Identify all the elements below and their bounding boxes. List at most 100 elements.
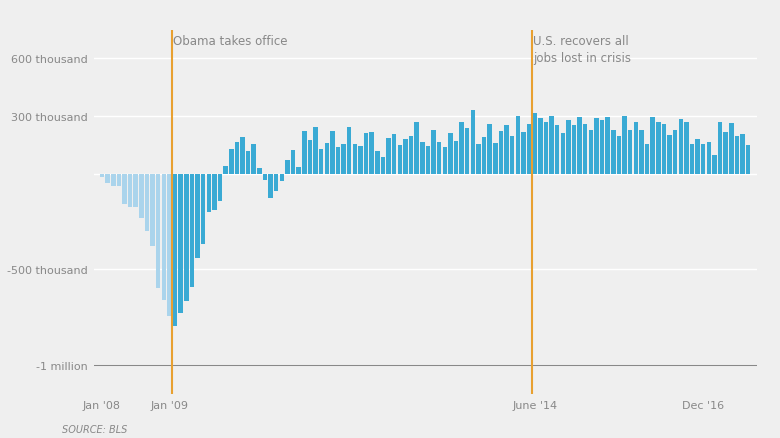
- Bar: [448, 133, 452, 174]
- Bar: [111, 174, 115, 187]
- Bar: [482, 138, 487, 174]
- Bar: [639, 131, 643, 174]
- Bar: [392, 135, 396, 174]
- Bar: [493, 144, 498, 174]
- Bar: [319, 150, 324, 174]
- Bar: [526, 125, 531, 174]
- Bar: [353, 145, 357, 174]
- Bar: [488, 124, 492, 174]
- Bar: [285, 160, 289, 174]
- Text: Obama takes office: Obama takes office: [173, 35, 288, 47]
- Bar: [335, 147, 340, 174]
- Bar: [190, 174, 194, 287]
- Bar: [279, 174, 284, 182]
- Bar: [740, 134, 745, 174]
- Bar: [718, 122, 722, 174]
- Bar: [156, 174, 161, 288]
- Bar: [661, 124, 666, 174]
- Bar: [729, 124, 733, 174]
- Bar: [498, 132, 503, 174]
- Bar: [139, 174, 144, 219]
- Bar: [628, 131, 633, 174]
- Bar: [414, 122, 419, 174]
- Bar: [173, 174, 177, 326]
- Bar: [420, 143, 424, 174]
- Bar: [257, 169, 261, 174]
- Bar: [679, 120, 683, 174]
- Bar: [314, 127, 317, 174]
- Bar: [561, 134, 565, 174]
- Bar: [566, 120, 571, 174]
- Bar: [667, 136, 672, 174]
- Bar: [330, 132, 335, 174]
- Bar: [263, 174, 268, 181]
- Bar: [437, 143, 441, 174]
- Bar: [195, 174, 200, 258]
- Bar: [167, 174, 172, 316]
- Bar: [459, 123, 464, 174]
- Bar: [651, 118, 655, 174]
- Bar: [223, 166, 228, 174]
- Bar: [572, 126, 576, 174]
- Bar: [145, 174, 149, 232]
- Bar: [690, 145, 694, 174]
- Bar: [544, 122, 548, 174]
- Bar: [342, 144, 346, 174]
- Bar: [403, 140, 408, 174]
- Bar: [723, 133, 728, 174]
- Bar: [291, 151, 296, 174]
- Bar: [296, 168, 301, 174]
- Bar: [370, 133, 374, 174]
- Bar: [521, 133, 526, 174]
- Bar: [594, 119, 599, 174]
- Bar: [684, 122, 689, 174]
- Bar: [122, 174, 126, 205]
- Bar: [712, 155, 717, 174]
- Bar: [246, 151, 250, 174]
- Bar: [477, 145, 480, 174]
- Bar: [695, 140, 700, 174]
- Bar: [307, 141, 312, 174]
- Bar: [533, 114, 537, 174]
- Bar: [184, 174, 189, 301]
- Bar: [128, 174, 133, 208]
- Bar: [251, 145, 256, 174]
- Bar: [746, 146, 750, 174]
- Bar: [218, 174, 222, 201]
- Bar: [470, 111, 475, 174]
- Bar: [161, 174, 166, 300]
- Bar: [358, 147, 363, 174]
- Bar: [622, 117, 627, 174]
- Bar: [426, 147, 430, 174]
- Bar: [656, 122, 661, 174]
- Bar: [735, 137, 739, 174]
- Bar: [538, 119, 543, 174]
- Text: SOURCE: BLS: SOURCE: BLS: [62, 424, 128, 434]
- Bar: [381, 158, 385, 174]
- Bar: [701, 145, 705, 174]
- Bar: [431, 131, 436, 174]
- Bar: [600, 120, 604, 174]
- Bar: [611, 131, 615, 174]
- Bar: [274, 174, 278, 191]
- Bar: [454, 142, 459, 174]
- Bar: [555, 126, 559, 174]
- Bar: [707, 143, 711, 174]
- Bar: [363, 134, 368, 174]
- Text: U.S. recovers all
jobs lost in crisis: U.S. recovers all jobs lost in crisis: [533, 35, 631, 64]
- Bar: [645, 145, 649, 174]
- Bar: [465, 128, 470, 174]
- Bar: [633, 122, 638, 174]
- Bar: [549, 117, 554, 174]
- Bar: [240, 138, 245, 174]
- Bar: [589, 131, 593, 174]
- Bar: [235, 143, 239, 174]
- Bar: [229, 150, 233, 174]
- Bar: [105, 174, 110, 184]
- Bar: [151, 174, 155, 247]
- Bar: [302, 132, 307, 174]
- Bar: [212, 174, 217, 211]
- Bar: [505, 126, 509, 174]
- Bar: [510, 137, 515, 174]
- Bar: [268, 174, 273, 199]
